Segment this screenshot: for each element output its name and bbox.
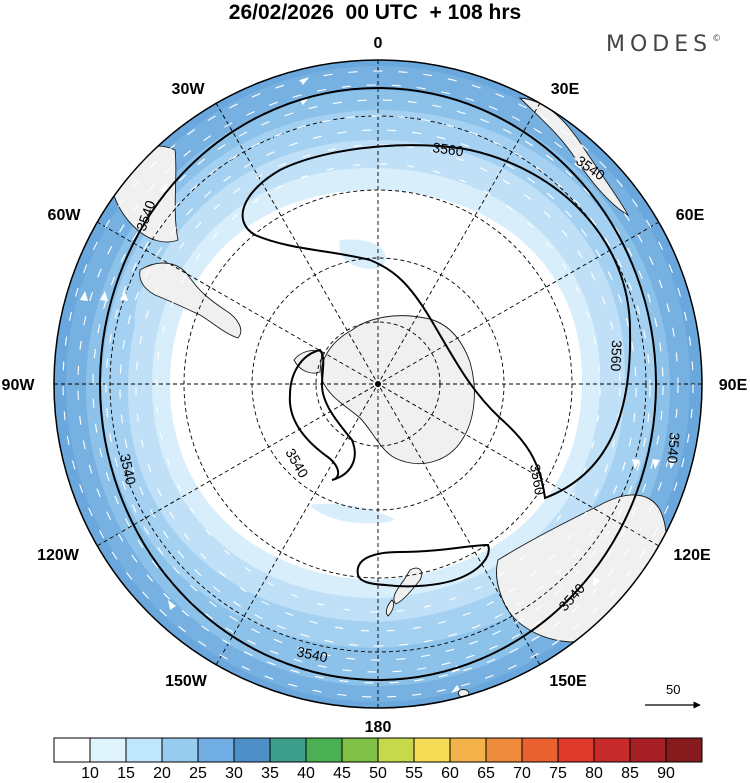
contour-3540-peninsula: [288, 348, 356, 481]
colorbar-swatch: [665, 737, 703, 763]
contour-label: 3540: [664, 432, 683, 465]
lon-label-90e: 90E: [719, 377, 748, 394]
colorbar-tick-label: 15: [117, 765, 135, 782]
colorbar-swatch: [593, 737, 631, 763]
wind-reference-label: 50: [666, 682, 681, 697]
africa: [518, 97, 630, 217]
colorbar-swatch: [629, 737, 667, 763]
lon-label-60e: 60E: [676, 207, 705, 224]
colorbar: [53, 737, 703, 763]
lon-label-120w: 120W: [37, 547, 80, 564]
colorbar-swatch: [233, 737, 271, 763]
contour-label: 3540: [117, 452, 139, 486]
colorbar-swatch: [377, 737, 415, 763]
colorbar-tick-label: 55: [405, 765, 423, 782]
colorbar-swatch: [413, 737, 451, 763]
colorbar-tick-label: 75: [549, 765, 567, 782]
colorbar-tick-label: 45: [333, 765, 351, 782]
lon-label-30e: 30E: [551, 81, 580, 98]
height-contours: [99, 87, 657, 681]
lon-label-150w: 150W: [165, 673, 208, 690]
colorbar-swatch: [341, 737, 379, 763]
colorbar-swatch: [449, 737, 487, 763]
lon-label-180: 180: [365, 719, 392, 736]
lon-label-150e: 150E: [549, 673, 587, 690]
colorbar-swatch: [305, 737, 343, 763]
colorbar-tick-label: 90: [657, 765, 675, 782]
contour-3540-outer: [99, 87, 657, 681]
colorbar-swatch: [197, 737, 235, 763]
colorbar-swatch: [125, 737, 163, 763]
colorbar-tick-label: 40: [297, 765, 315, 782]
colorbar-tick-label: 80: [585, 765, 603, 782]
antarctic-peninsula: [293, 349, 323, 374]
modes-logo: MODES©: [606, 32, 721, 57]
colorbar-swatch: [269, 737, 307, 763]
colorbar-swatch: [485, 737, 523, 763]
colorbar-tick-label: 30: [225, 765, 243, 782]
lon-label-30w: 30W: [172, 81, 206, 98]
colorbar-swatch: [161, 737, 199, 763]
colorbar-tick-label: 65: [477, 765, 495, 782]
lon-label-90w: 90W: [2, 377, 36, 394]
colorbar-tick-label: 10: [81, 765, 99, 782]
contour-3540-tasman: [356, 543, 490, 588]
colorbar-tick-label: 70: [513, 765, 531, 782]
colorbar-tick-label: 60: [441, 765, 459, 782]
colorbar-swatch: [53, 737, 91, 763]
south-pole-marker: [375, 381, 381, 387]
contour-label: 3560: [608, 340, 625, 372]
colorbar-swatch: [521, 737, 559, 763]
colorbar-tick-label: 35: [261, 765, 279, 782]
south-america: [139, 262, 242, 339]
lon-label-0: 0: [374, 35, 383, 52]
colorbar-tick-label: 85: [621, 765, 639, 782]
colorbar-tick-label: 50: [369, 765, 387, 782]
colorbar-swatch: [89, 737, 127, 763]
map-title: 26/02/2026 00 UTC + 108 hrs: [228, 1, 522, 24]
colorbar-swatch: [557, 737, 595, 763]
lon-label-60w: 60W: [48, 207, 82, 224]
contour-label: 3560: [432, 139, 465, 159]
contour-label: 3540: [295, 643, 329, 665]
contour-3560-north: [241, 144, 632, 500]
new-zealand-south: [385, 599, 395, 617]
map-border: [53, 59, 703, 709]
wind-vectors: [62, 70, 694, 698]
colorbar-tick-label: 20: [153, 765, 171, 782]
brand-name: MODES: [606, 32, 713, 57]
lon-label-120e: 120E: [673, 547, 711, 564]
contour-label: 3560: [527, 463, 548, 497]
contour-labels: 3560 3540 3540 3540 3560 3540 3560 3540 …: [117, 139, 683, 665]
longitude-labels: 0 30E 60E 90E 120E 150E 180 150W 120W 90…: [2, 35, 748, 736]
colorbar-tick-label: 25: [189, 765, 207, 782]
copyright-mark: ©: [712, 34, 722, 44]
